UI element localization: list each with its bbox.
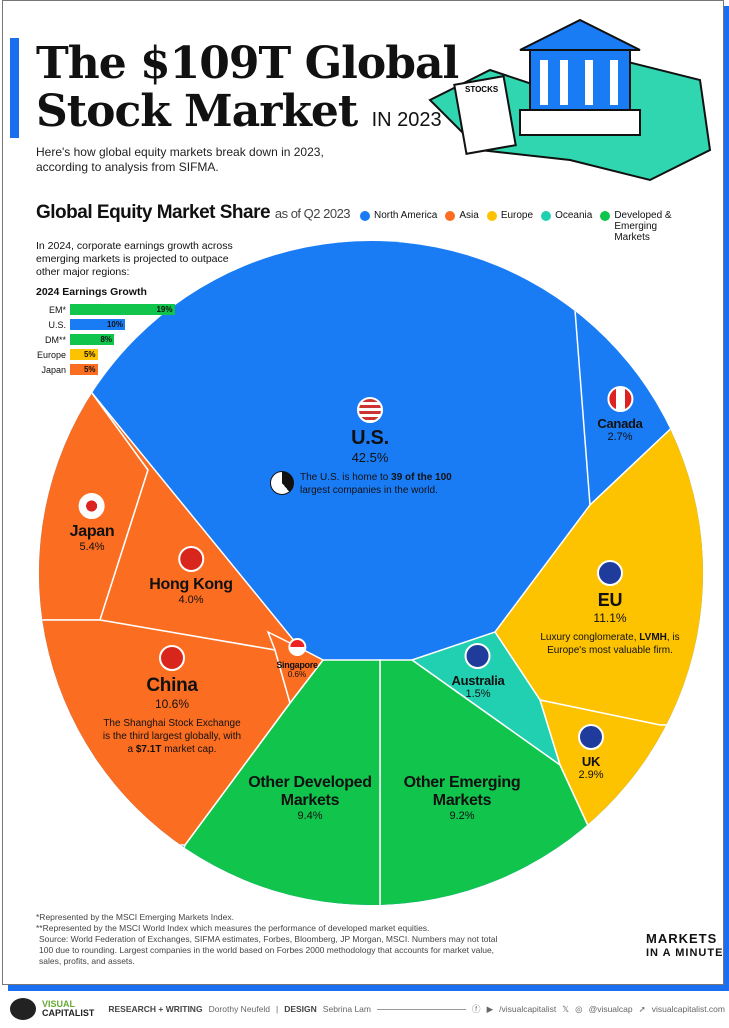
earnings-bar: 5% [70, 364, 98, 375]
legend-item: Europe [486, 210, 534, 243]
label-australia: Australia 1.5% [452, 643, 505, 700]
earnings-bar: 19% [70, 304, 175, 315]
us-flag-icon [357, 397, 383, 423]
singapore-flag-icon [288, 638, 306, 656]
legend-label: Oceania [555, 210, 593, 221]
section-title: Global Equity Market Share as of Q2 2023 [36, 202, 351, 223]
earnings-label: Japan [41, 364, 66, 375]
japan-flag-icon [79, 493, 105, 519]
label-eu: EU 11.1% Luxury conglomerate, LVMH, is Eur… [535, 560, 685, 657]
website-link[interactable]: visualcapitalist.com [651, 1004, 725, 1014]
china-flag-icon [159, 645, 185, 671]
uk-flag-icon [578, 724, 604, 750]
label-canada: Canada 2.7% [597, 386, 643, 443]
label-hong-kong: Hong Kong 4.0% [149, 546, 233, 606]
markets-in-a-minute-badge: MARKETS IN A MINUTE [646, 931, 724, 960]
stocks-sign: STOCKS [465, 85, 499, 94]
label-us: U.S. 42.5% The U.S. is home to 39 of the … [270, 397, 460, 497]
earnings-bar: 5% [70, 349, 98, 360]
legend-item: Oceania [541, 210, 592, 243]
accent-bar [10, 38, 19, 138]
illustration-bank-map: STOCKS [428, 18, 712, 182]
eu-flag-icon [597, 560, 623, 586]
facebook-icon[interactable]: ⓕ [472, 1004, 481, 1014]
earnings-row: U.S. 10% [36, 317, 175, 332]
subtitle: Here's how global equity markets break d… [36, 145, 324, 174]
legend-label: North America [374, 210, 438, 221]
earnings-label: EM* [48, 304, 66, 315]
earnings-row: EM* 19% [36, 302, 175, 317]
label-other-developed: Other Developed Markets 9.4% [248, 774, 372, 822]
legend: North America Asia Europe Oceania Developed … [360, 210, 694, 243]
earnings-label: DM** [44, 334, 66, 345]
earnings-title: 2024 Earnings Growth [36, 286, 147, 298]
pie-fraction-icon [270, 471, 294, 495]
hong-kong-flag-icon [178, 546, 204, 572]
legend-item: Asia [445, 210, 479, 243]
earnings-bars: EM* 19% U.S. 10% DM** 8% Europe 5% Japan 5% [36, 302, 175, 377]
legend-label: Developed & Emerging Markets [614, 210, 672, 243]
social-handle-link[interactable]: /visualcapitalist [499, 1004, 557, 1014]
legend-label: Asia [459, 210, 479, 221]
label-other-emerging: Other Emerging Markets 9.2% [403, 774, 521, 822]
legend-swatch [486, 211, 497, 221]
label-japan: Japan 5.4% [70, 493, 115, 553]
australia-flag-icon [465, 643, 491, 669]
legend-swatch [600, 211, 611, 221]
earnings-bar: 10% [70, 319, 125, 330]
credits-bar: VISUAL CAPITALIST RESEARCH + WRITING Dorot… [10, 998, 725, 1020]
label-uk: UK 2.9% [578, 724, 604, 781]
cursor-icon: ➚ [638, 1003, 646, 1014]
legend-label: Europe [500, 210, 534, 221]
legend-item: North America [360, 210, 437, 243]
earnings-row: Japan 5% [36, 362, 175, 377]
social-handle-2-link[interactable]: @visualcap [588, 1004, 633, 1014]
instagram-icon[interactable]: ◎ [575, 1003, 583, 1014]
youtube-icon[interactable]: ▶ [486, 1003, 494, 1014]
earnings-row: DM** 8% [36, 332, 175, 347]
legend-swatch [360, 211, 370, 221]
legend-item: Developed & Emerging Markets [600, 210, 694, 243]
earnings-note: In 2024, corporate earnings growth acros… [36, 240, 233, 278]
label-singapore: Singapore 0.6% [276, 638, 318, 679]
legend-swatch [445, 211, 456, 221]
legend-swatch [541, 211, 552, 221]
page-title: The $109T Global Stock Market IN 2023 [36, 38, 459, 137]
earnings-row: Europe 5% [36, 347, 175, 362]
footnotes: *Represented by the MSCI Emerging Market… [36, 912, 498, 966]
visual-capitalist-logo-icon [10, 998, 36, 1020]
earnings-bar: 8% [70, 334, 114, 345]
x-icon[interactable]: 𝕏 [562, 1003, 570, 1014]
earnings-label: U.S. [48, 319, 66, 330]
canada-flag-icon [606, 386, 633, 412]
earnings-label: Europe [36, 349, 66, 360]
label-china: China 10.6% The Shanghai Stock Exchange is… [102, 645, 242, 756]
